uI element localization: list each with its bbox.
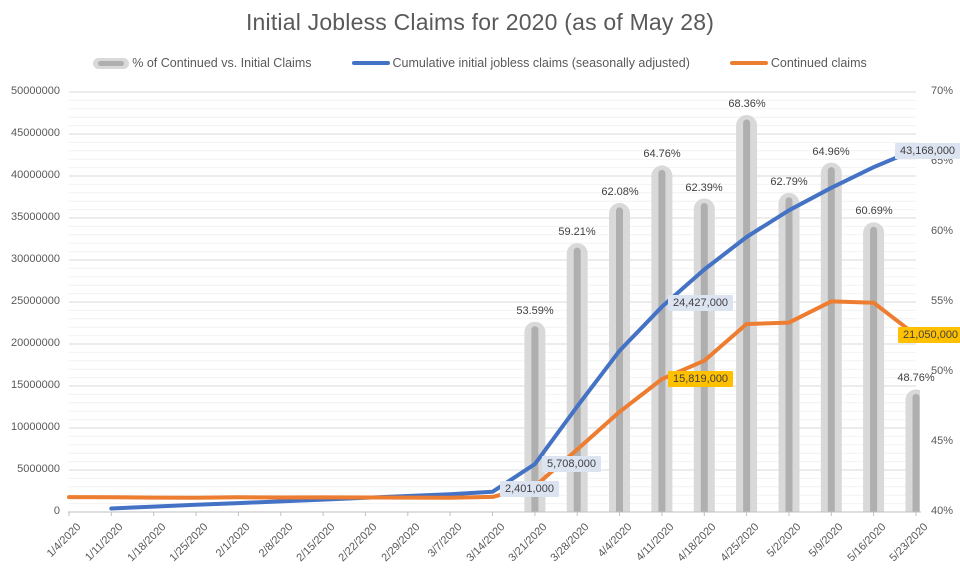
bar-value-label: 62.08% <box>601 186 639 198</box>
y-axis-left-label: 30000000 <box>11 253 60 265</box>
x-axis <box>68 511 921 516</box>
bar-value-label: 62.39% <box>685 182 723 194</box>
y-axis-right-label: 50% <box>931 365 954 377</box>
data-point-label: 2,401,000 <box>500 481 559 497</box>
data-point-label: 43,168,000 <box>895 143 960 159</box>
bar-inner <box>573 247 581 512</box>
bar-inner <box>743 119 751 513</box>
bar-value-label: 59.21% <box>558 226 596 238</box>
bar-inner <box>785 197 793 512</box>
y-axis-left-label: 40000000 <box>11 169 60 181</box>
legend-item-label: % of Continued vs. Initial Claims <box>132 56 312 70</box>
y-axis-left-label: 50000000 <box>11 85 60 97</box>
line-continued-claims <box>67 299 918 500</box>
y-axis-right-label: 60% <box>931 225 954 237</box>
y-axis-left-label: 10000000 <box>11 421 60 433</box>
data-point-label: 15,819,000 <box>668 371 734 387</box>
chart-title: Initial Jobless Claims for 2020 (as of M… <box>245 9 715 35</box>
y-axis-left-label: 5000000 <box>17 463 60 475</box>
legend-item: % of Continued vs. Initial Claims <box>93 56 312 70</box>
y-axis-left-label: 15000000 <box>11 379 60 391</box>
legend-item-label: Cumulative initial jobless claims (seaso… <box>392 56 690 70</box>
y-axis-left-label: 20000000 <box>11 337 60 349</box>
bar-value-label: 64.96% <box>812 146 850 158</box>
data-point-label: 24,427,000 <box>668 295 734 311</box>
bar-series-pct-continued-vs-initial <box>524 115 920 513</box>
y-axis-right-label: 40% <box>931 505 954 517</box>
bar-inner <box>616 207 623 512</box>
bar-inner <box>912 393 920 512</box>
bar-value-label: 62.79% <box>770 176 808 188</box>
bar-inner <box>700 203 708 513</box>
legend-line-swatch <box>351 60 390 66</box>
legend-bar-swatch <box>93 57 130 69</box>
legend-line-swatch <box>729 60 768 66</box>
data-point-label: 5,708,000 <box>542 456 601 472</box>
bar-inner <box>827 167 835 512</box>
bar-value-label: 53.59% <box>516 305 554 317</box>
legend: % of Continued vs. Initial Claims Cumulat… <box>0 56 960 70</box>
legend-item: Cumulative initial jobless claims (seaso… <box>351 56 690 70</box>
y-axis-left-label: 35000000 <box>11 211 60 223</box>
y-axis-right-label: 70% <box>931 85 954 97</box>
legend-item: Continued claims <box>729 56 867 70</box>
bar-value-label: 64.76% <box>643 148 681 160</box>
bar-inner <box>658 169 666 512</box>
y-axis-right-label: 45% <box>931 435 954 447</box>
y-axis-left-label: 45000000 <box>11 127 60 139</box>
data-point-label: 21,050,000 <box>898 327 960 343</box>
bar-value-label: 60.69% <box>855 205 893 217</box>
y-axis-left-label: 0 <box>53 505 60 517</box>
line-cumulative-initial-claims <box>109 147 918 511</box>
bar-value-label: 68.36% <box>728 98 766 110</box>
bar-value-label: 48.76% <box>897 372 935 384</box>
bar-inner <box>870 226 878 512</box>
y-axis-right-label: 55% <box>931 295 954 307</box>
legend-item-label: Continued claims <box>770 56 867 70</box>
gridlines-minor <box>69 99 916 505</box>
y-axis-left-label: 25000000 <box>11 295 60 307</box>
